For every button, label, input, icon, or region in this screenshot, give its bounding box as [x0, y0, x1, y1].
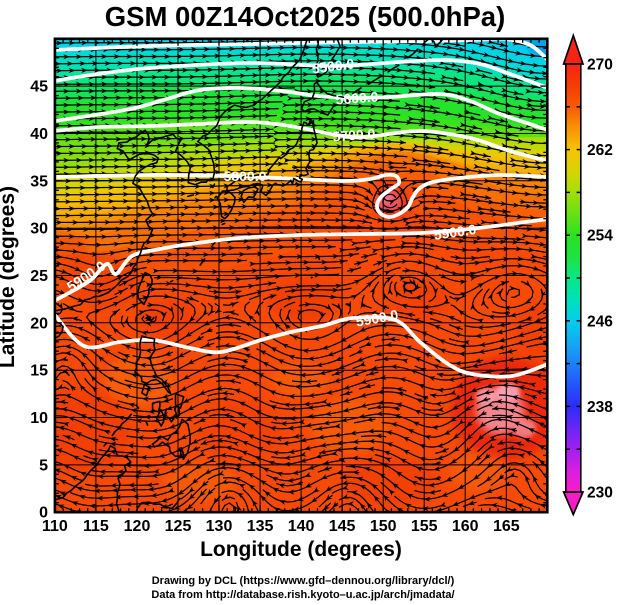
svg-text:150: 150: [370, 518, 397, 535]
svg-text:40: 40: [30, 126, 48, 143]
svg-text:Drawing by DCL (https://www.gf: Drawing by DCL (https://www.gfd–dennou.o…: [152, 575, 455, 587]
svg-text:5: 5: [39, 457, 48, 474]
svg-text:GSM 00Z14Oct2025 (500.0hPa): GSM 00Z14Oct2025 (500.0hPa): [105, 1, 505, 32]
svg-text:120: 120: [124, 518, 151, 535]
svg-text:5700.0: 5700.0: [332, 126, 376, 145]
svg-text:5500.0: 5500.0: [311, 55, 356, 76]
svg-text:25: 25: [30, 268, 48, 285]
svg-text:5900.0: 5900.0: [433, 221, 478, 243]
svg-text:262: 262: [587, 142, 613, 159]
svg-text:254: 254: [587, 228, 613, 245]
svg-text:5800.0: 5800.0: [224, 168, 267, 184]
svg-text:155: 155: [411, 518, 438, 535]
svg-text:5900.0: 5900.0: [355, 306, 400, 329]
svg-text:15: 15: [30, 363, 48, 380]
svg-text:0: 0: [39, 505, 48, 522]
svg-text:Latitude (degrees): Latitude (degrees): [0, 186, 19, 368]
svg-text:20: 20: [30, 315, 48, 332]
svg-text:246: 246: [587, 313, 613, 330]
svg-text:270: 270: [587, 57, 613, 74]
svg-text:Data from http://database.rish: Data from http://database.rish.kyoto–u.a…: [151, 589, 454, 601]
svg-text:135: 135: [247, 518, 274, 535]
svg-text:230: 230: [587, 485, 613, 502]
svg-text:115: 115: [83, 518, 109, 535]
svg-text:125: 125: [165, 518, 192, 535]
svg-text:165: 165: [493, 518, 520, 535]
svg-text:10: 10: [30, 410, 48, 427]
svg-text:238: 238: [587, 399, 613, 416]
svg-text:5600.0: 5600.0: [335, 89, 379, 108]
svg-text:35: 35: [30, 173, 48, 190]
svg-text:145: 145: [329, 518, 356, 535]
svg-text:160: 160: [452, 518, 479, 535]
svg-text:45: 45: [30, 79, 48, 96]
svg-text:130: 130: [206, 518, 233, 535]
svg-text:Longitude (degrees): Longitude (degrees): [200, 538, 402, 561]
svg-text:30: 30: [30, 221, 48, 238]
svg-text:140: 140: [288, 518, 315, 535]
svg-text:110: 110: [42, 518, 68, 535]
